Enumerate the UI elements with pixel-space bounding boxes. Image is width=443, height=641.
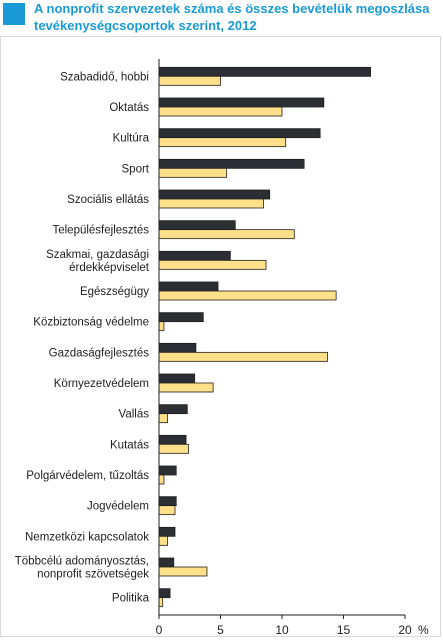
bar-szervezetszam — [158, 128, 321, 139]
bar-bevetel — [158, 229, 295, 240]
x-tick-label: 5 — [217, 623, 224, 636]
bar-bevetel — [158, 413, 169, 424]
bar-bevetel — [158, 167, 228, 178]
category-label: Oktatás — [109, 102, 149, 114]
bar-szervezetszam — [158, 66, 371, 77]
category-label: Szakmai, gazdasági — [46, 249, 149, 261]
x-tick-label: 10 — [275, 623, 289, 636]
bar-szervezetszam — [158, 312, 204, 323]
category-label: Kutatás — [110, 439, 149, 451]
bar-szervezetszam — [158, 496, 177, 507]
bar-szervezetszam — [158, 373, 196, 384]
bar-bevetel — [158, 566, 208, 577]
bar-bevetel — [158, 198, 264, 209]
bar-bevetel — [158, 290, 337, 301]
x-tick-label: 0 — [156, 623, 163, 636]
category-label: Kultúra — [113, 133, 150, 145]
bar-bevetel — [158, 351, 328, 362]
bar-bevetel — [158, 443, 189, 454]
bar-szervezetszam — [158, 404, 188, 415]
category-label: Nemzetközi kapcsolatok — [25, 531, 149, 543]
category-label: Sport — [122, 163, 150, 175]
bar-bevetel — [158, 597, 164, 608]
bar-szervezetszam — [158, 465, 177, 476]
category-label: Közbiztonság védelme — [33, 317, 149, 329]
bar-bevetel — [158, 505, 176, 516]
bar-szervezetszam — [158, 281, 219, 292]
bar-chart: Szabadidő, hobbi Oktatás Kultúra Sport Szoci… — [15, 59, 429, 641]
bar-szervezetszam — [158, 220, 236, 231]
category-label: Szabadidő, hobbi — [60, 71, 149, 83]
x-axis-unit-label: % — [418, 623, 429, 636]
category-label: Többcélú adományosztás, — [15, 556, 149, 568]
bar-szervezetszam — [158, 588, 171, 599]
category-label: Egészségügy — [80, 286, 149, 298]
bar-bevetel — [158, 106, 283, 117]
bar-szervezetszam — [158, 434, 187, 445]
category-label: érdekképviselet — [69, 262, 150, 274]
bar-bevetel — [158, 259, 267, 270]
x-tick-label: 20 — [398, 623, 412, 636]
bar-bevetel — [158, 474, 165, 485]
bar-szervezetszam — [158, 158, 305, 169]
bar-szervezetszam — [158, 250, 231, 261]
category-label: Környezetvédelem — [54, 378, 149, 390]
bar-bevetel — [158, 535, 169, 546]
title-marker — [3, 3, 25, 25]
category-label: Szociális ellátás — [67, 194, 149, 206]
category-label: Gazdaságfejlesztés — [49, 347, 150, 359]
bar-szervezetszam — [158, 526, 176, 537]
category-label: Politika — [112, 593, 150, 605]
category-label: Jogvédelem — [87, 501, 149, 513]
category-label: Vallás — [119, 409, 150, 421]
chart-title: A nonprofit szervezetek száma és összes … — [34, 1, 430, 33]
bar-szervezetszam — [158, 97, 325, 108]
category-label: nonprofit szövetségek — [37, 569, 149, 581]
category-label: Településfejlesztés — [52, 225, 149, 237]
category-label: Polgárvédelem, tűzoltás — [26, 470, 149, 482]
bar-bevetel — [158, 75, 221, 86]
bar-bevetel — [158, 321, 165, 332]
bar-szervezetszam — [158, 342, 197, 353]
x-tick-label: 15 — [337, 623, 351, 636]
bar-szervezetszam — [158, 189, 271, 200]
bar-bevetel — [158, 382, 214, 393]
bar-szervezetszam — [158, 557, 175, 568]
bar-bevetel — [158, 137, 287, 148]
chart-frame: Szabadidő, hobbi Oktatás Kultúra Sport Szoci… — [0, 36, 441, 641]
